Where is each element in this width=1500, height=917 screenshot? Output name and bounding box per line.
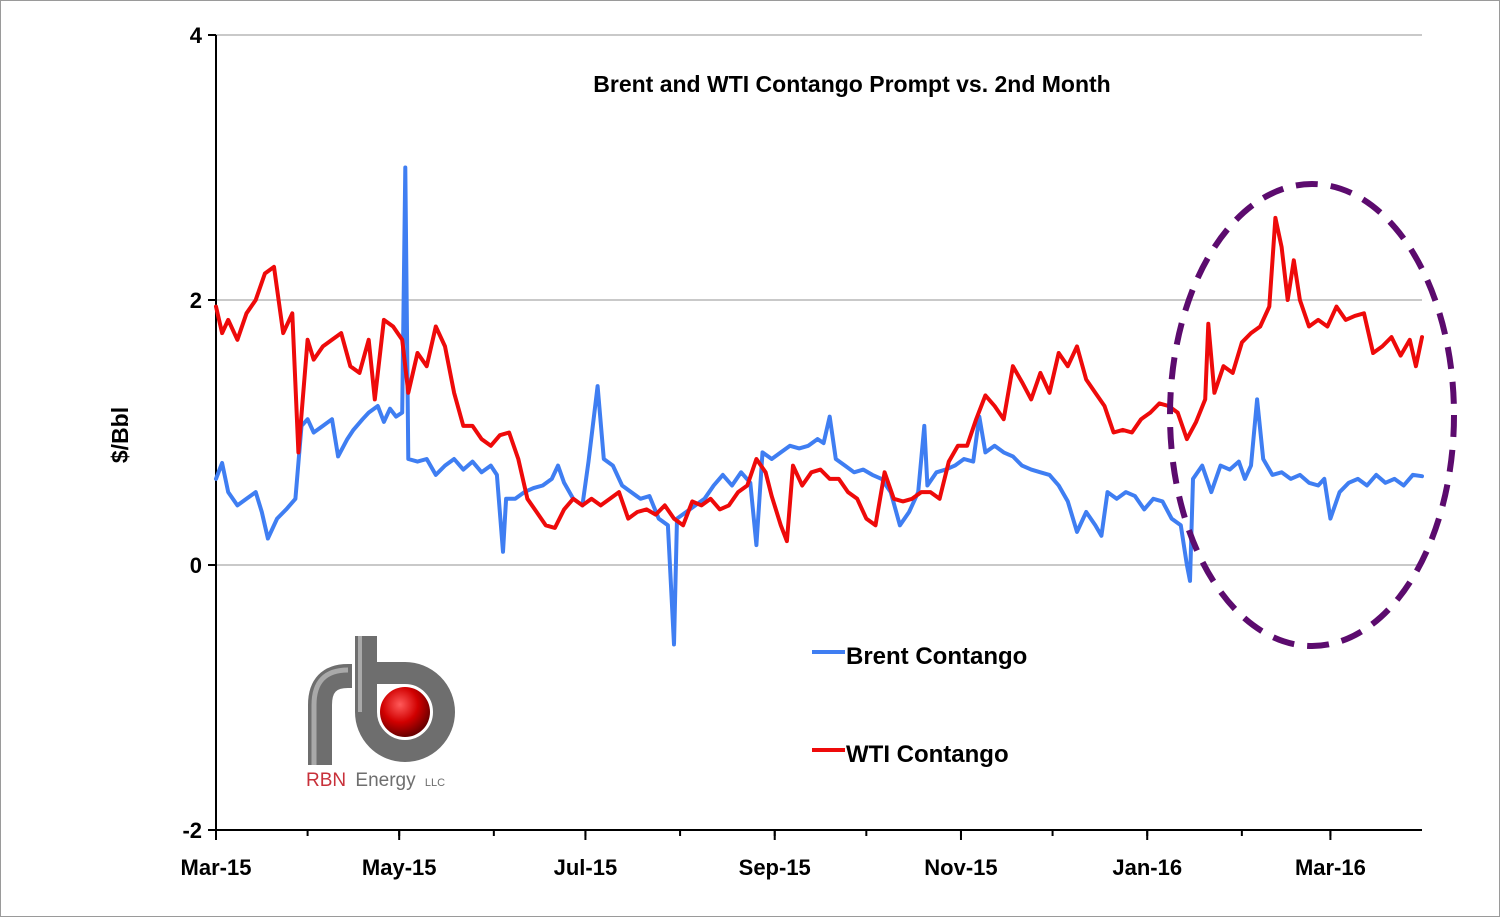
legend: Brent Contango WTI Contango [812, 643, 1027, 768]
x-tick-label-0: Mar-15 [181, 855, 252, 880]
x-tick-label-4: Nov-15 [924, 855, 997, 880]
gridlines [216, 34, 1422, 566]
svg-text:RBN Energy LLC: RBN Energy LLC [306, 770, 445, 791]
chart-title: Brent and WTI Contango Prompt vs. 2nd Mo… [593, 71, 1110, 97]
y-tick-label-2: 2 [190, 288, 202, 313]
logo-red-ball [380, 687, 430, 737]
logo-text-energy: Energy [355, 770, 416, 791]
legend-label-brent: Brent Contango [846, 643, 1027, 670]
series-line-brent-contango [214, 165, 1424, 647]
logo-text-llc: LLC [425, 777, 445, 789]
logo-r-pipe-highlight [311, 667, 349, 765]
y-tick-label-0: -2 [182, 818, 202, 843]
axes: -2 0 2 4 Mar-15 May-15 Jul-15 Sep-15 Nov-15 Jan-1… [181, 23, 1422, 880]
series-lines [214, 165, 1424, 647]
x-tick-label-2: Jul-15 [554, 855, 618, 880]
y-tick-label-1: 0 [190, 553, 202, 578]
rbn-energy-logo: RBN Energy LLC [306, 636, 455, 791]
logo-text-rbn: RBN [306, 770, 346, 791]
highlight-ellipse [1167, 181, 1457, 649]
x-tick-label-6: Mar-16 [1295, 855, 1366, 880]
y-axis-title: $/Bbl [107, 407, 133, 463]
x-tick-label-1: May-15 [362, 855, 437, 880]
legend-label-wti: WTI Contango [846, 741, 1009, 768]
y-tick-label-3: 4 [190, 23, 203, 48]
logo-r-pipe [308, 664, 352, 765]
series-line-wti-contango [214, 215, 1424, 544]
x-tick-label-5: Jan-16 [1112, 855, 1182, 880]
logo-b-pipe [355, 636, 455, 762]
x-tick-label-3: Sep-15 [739, 855, 811, 880]
